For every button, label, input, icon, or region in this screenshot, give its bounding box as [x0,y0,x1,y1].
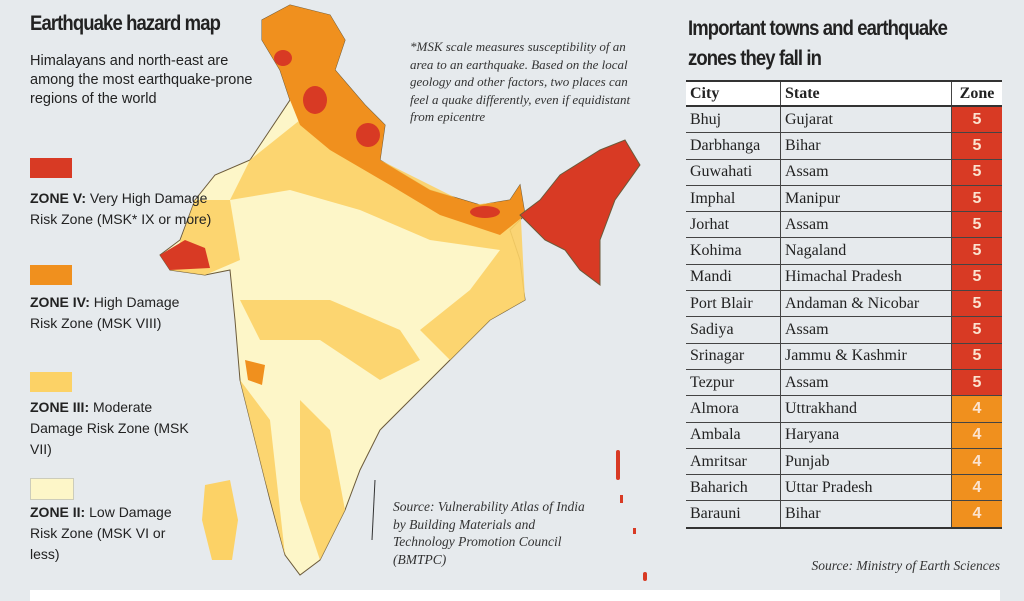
zone-cell: 5 [951,369,1002,397]
header-zone: Zone [951,80,1002,107]
zone-cell: 4 [951,448,1002,476]
mainland [159,4,526,576]
legend-swatch-zone-3 [30,372,72,392]
table-source: Source: Ministry of Earth Sciences [811,558,1000,573]
zone-5-kutch [160,240,210,270]
state-cell: Haryana [780,422,952,449]
legend-swatch-zone-2 [30,478,74,500]
table-row: Sadiya Assam 5 [686,316,1002,344]
state-cell: Uttrakhand [780,395,952,423]
state-cell: Jammu & Kashmir [780,343,952,370]
state-cell: Assam [780,211,952,239]
page-title: Earthquake hazard map [30,12,221,35]
table-row: Amritsar Punjab 4 [686,448,1002,476]
zone-5-uttarakhand [356,123,380,147]
city-cell: Sadiya [686,316,781,344]
msk-note: *MSK scale measures susceptibility of an… [410,39,631,124]
header-state: State [780,80,952,107]
zone-cell: 4 [951,422,1002,449]
state-cell: Assam [780,369,952,397]
city-cell: Srinagar [686,343,781,370]
zone-5-bihar [470,206,500,218]
state-cell: Punjab [780,448,952,476]
bottom-band [30,590,1000,601]
city-cell: Mandi [686,264,781,292]
india-hazard-map [159,4,647,581]
city-cell: Baharich [686,474,781,502]
state-cell: Assam [780,159,952,186]
zone-5-northeast [519,139,641,286]
city-cell: Bhuj [686,106,781,134]
city-cell: Imphal [686,185,781,213]
city-cell: Amritsar [686,448,781,476]
city-cell: Port Blair [686,290,781,318]
state-cell: Assam [780,316,952,344]
andaman-islands [616,450,647,581]
lakshadweep-box [202,480,238,560]
table-row: Imphal Manipur 5 [686,185,1002,213]
table-row: Mandi Himachal Pradesh 5 [686,264,1002,292]
city-cell: Darbhanga [686,132,781,160]
table-row: Kohima Nagaland 5 [686,237,1002,265]
zone-cell: 5 [951,106,1002,134]
zone-cell: 5 [951,343,1002,370]
zone-cell: 5 [951,211,1002,239]
zone-cell: 5 [951,316,1002,344]
legend-zone-3: ZONE III: Moderate Damage Risk Zone (MSK… [30,399,189,457]
zone-5-kashmir [274,50,292,66]
zone-cell: 4 [951,474,1002,502]
zone-2-base [159,4,526,576]
table-row: Baharich Uttar Pradesh 4 [686,474,1002,502]
table-row: Barauni Bihar 4 [686,500,1002,529]
legend-zone-4: ZONE IV: High Damage Risk Zone (MSK VIII… [30,294,180,331]
state-cell: Manipur [780,185,952,213]
header-city: City [686,80,781,107]
zone-cell: 4 [951,395,1002,423]
zone-table: City State Zone Bhuj Gujarat 5 Darbhanga Bih… [686,80,1002,529]
map-boundary-line [371,479,376,541]
legend-swatch-zone-5 [30,158,72,178]
zone-cell: 5 [951,264,1002,292]
table-header-row: City State Zone [686,80,1002,107]
table-row: Srinagar Jammu & Kashmir 5 [686,343,1002,370]
table-row: Darbhanga Bihar 5 [686,132,1002,160]
legend-zone-2: ZONE II: Low Damage Risk Zone (MSK VI or… [30,504,172,562]
table-row: Tezpur Assam 5 [686,369,1002,397]
city-cell: Barauni [686,500,781,529]
table-title: Important towns and earthquake zones the… [688,17,948,70]
table-row: Almora Uttrakhand 4 [686,395,1002,423]
state-cell: Bihar [780,132,952,160]
table-row: Jorhat Assam 5 [686,211,1002,239]
zone-cell: 4 [951,500,1002,529]
subtitle: Himalayans and north-east are among the … [30,53,253,107]
legend-swatch-zone-4 [30,265,72,285]
zone-cell: 5 [951,185,1002,213]
zone-cell: 5 [951,290,1002,318]
map-source: Source: Vulnerability Atlas of India by … [393,499,585,567]
table-row: Guwahati Assam 5 [686,159,1002,186]
state-cell: Bihar [780,500,952,529]
zone-cell: 5 [951,132,1002,160]
table-row: Bhuj Gujarat 5 [686,106,1002,134]
city-cell: Jorhat [686,211,781,239]
city-cell: Tezpur [686,369,781,397]
state-cell: Nagaland [780,237,952,265]
zone-3-areas [170,120,525,560]
table-row: Ambala Haryana 4 [686,422,1002,449]
city-cell: Ambala [686,422,781,449]
state-cell: Gujarat [780,106,952,134]
table-row: Port Blair Andaman & Nicobar 5 [686,290,1002,318]
city-cell: Guwahati [686,159,781,186]
zone-5-himachal [303,86,327,114]
state-cell: Uttar Pradesh [780,474,952,502]
state-cell: Himachal Pradesh [780,264,952,292]
city-cell: Almora [686,395,781,423]
zone-cell: 5 [951,237,1002,265]
zone-cell: 5 [951,159,1002,186]
legend-zone-5: ZONE V: Very High Damage Risk Zone (MSK*… [30,190,212,227]
city-cell: Kohima [686,237,781,265]
state-cell: Andaman & Nicobar [780,290,952,318]
